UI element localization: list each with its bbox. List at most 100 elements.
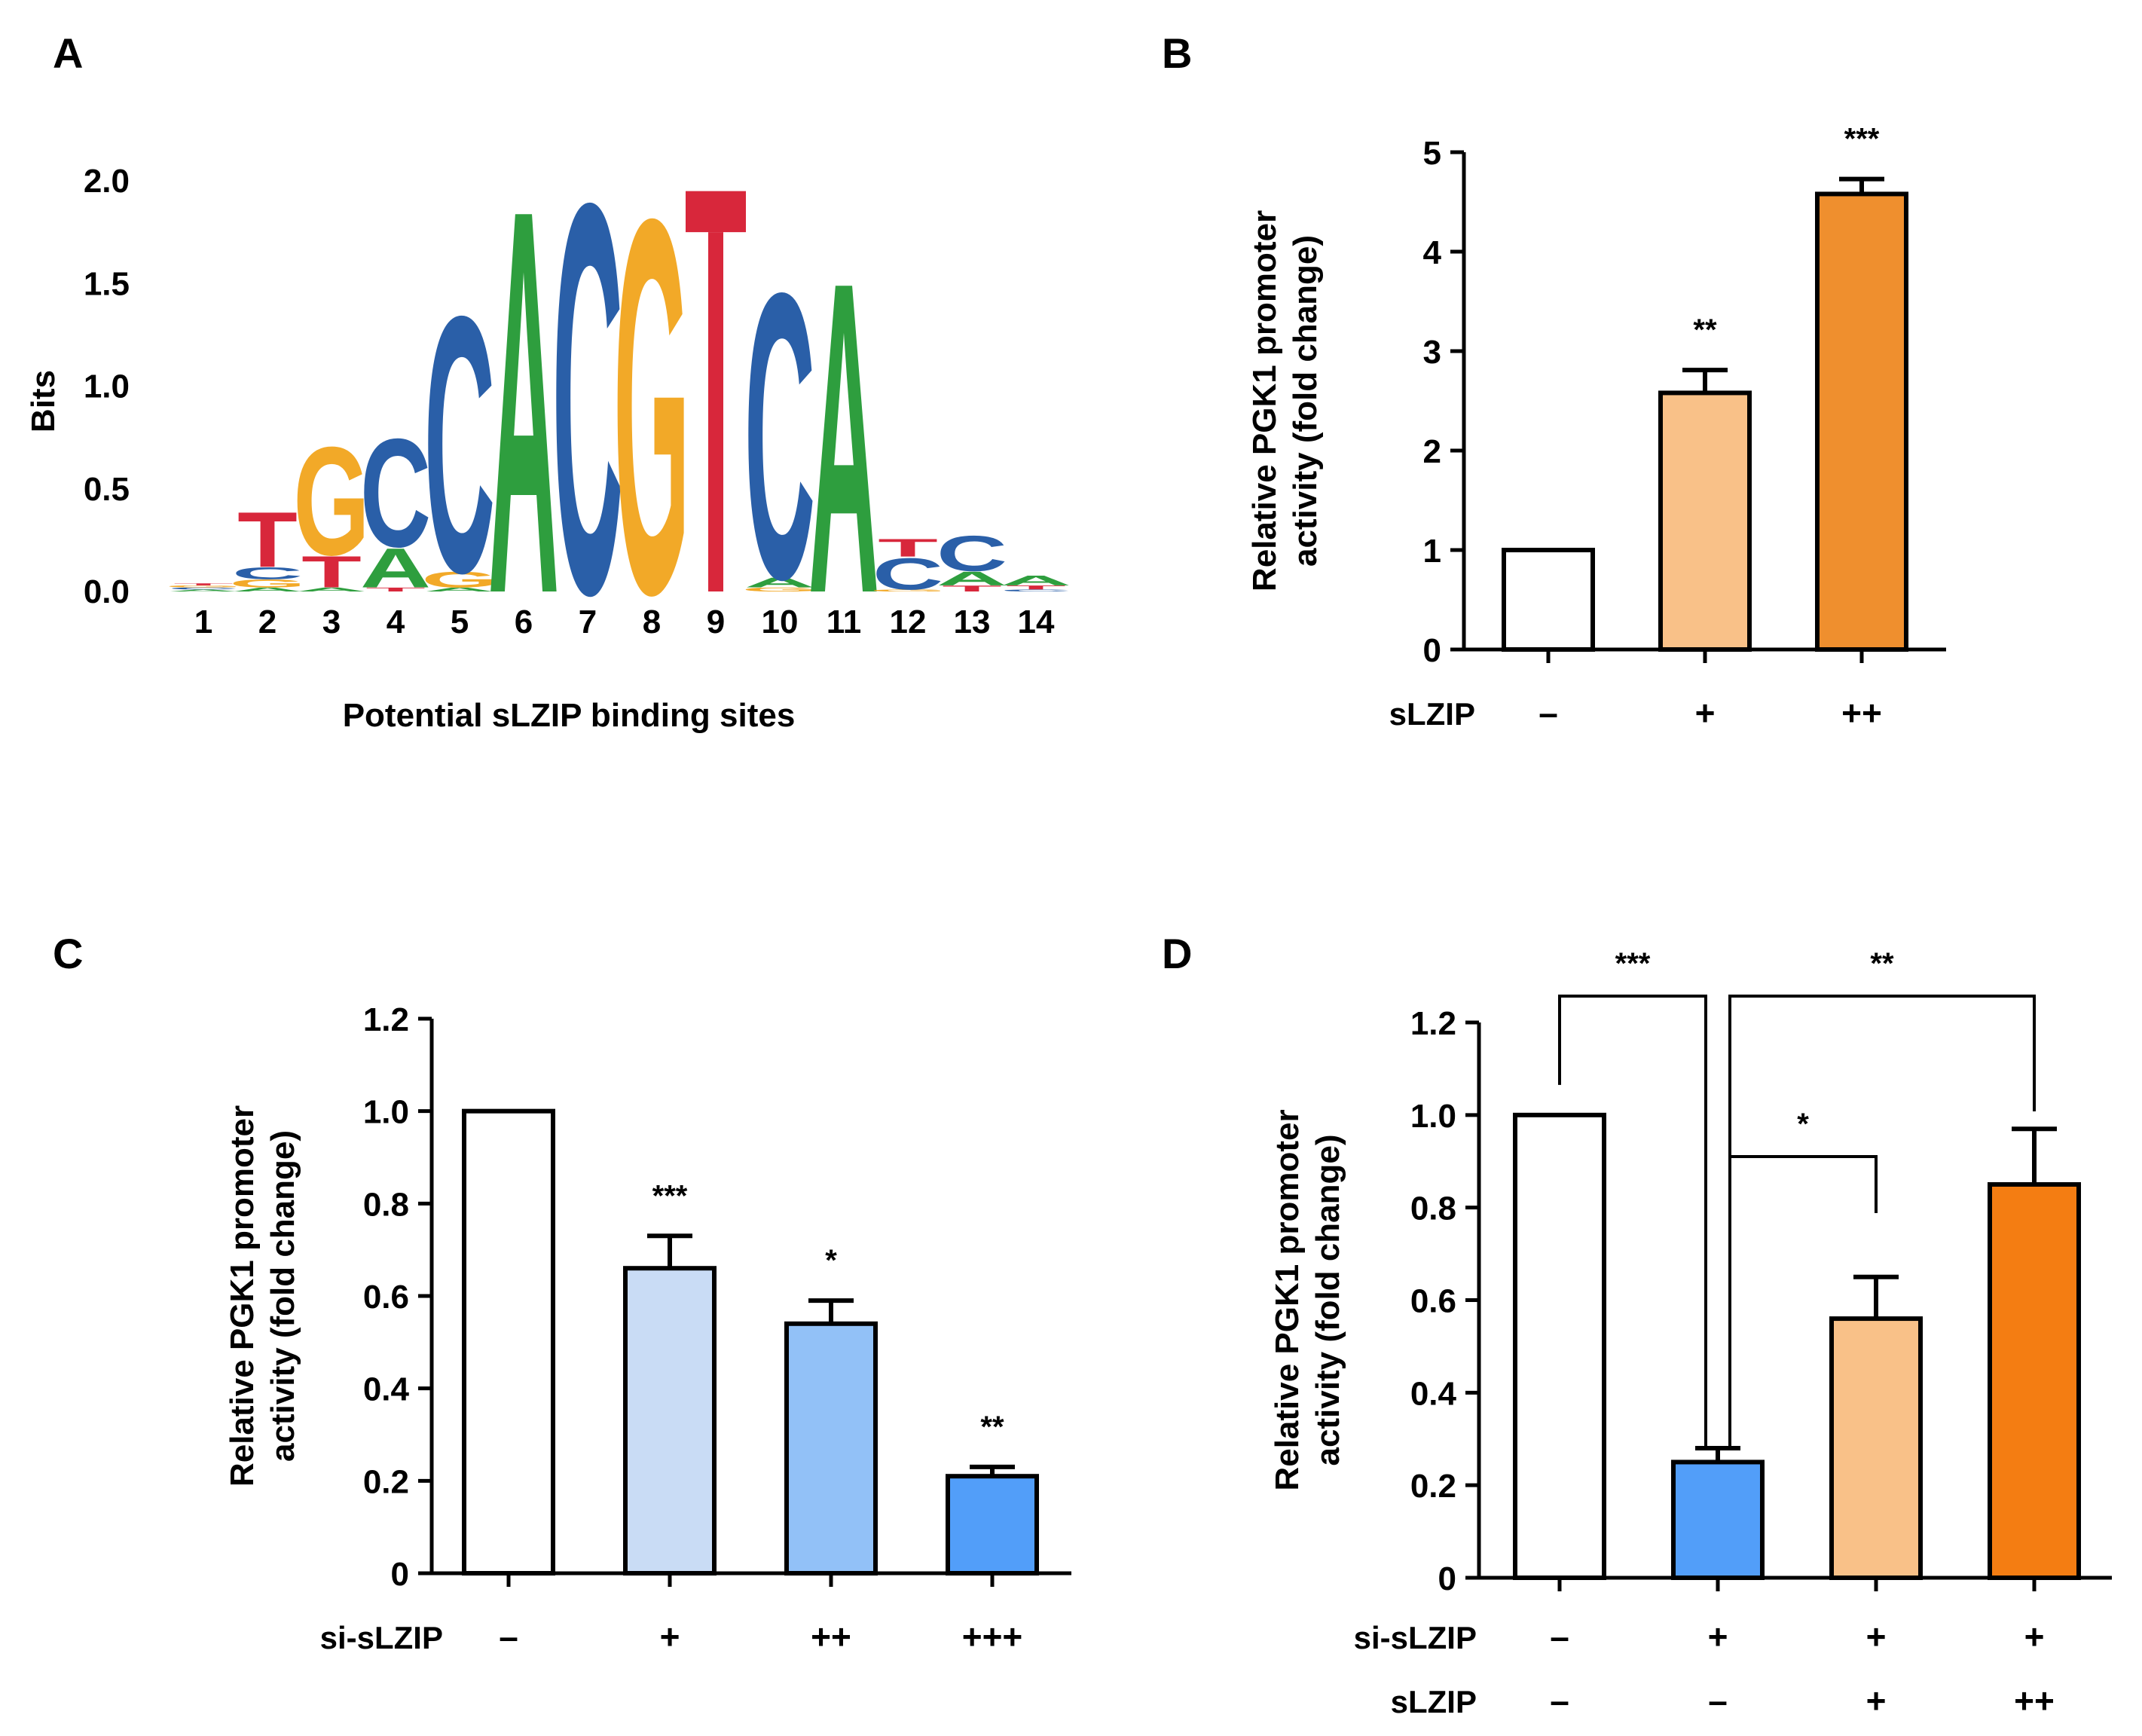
y-tick-label: 1.5	[84, 265, 130, 302]
y-axis-label-line-2: activity (fold change)	[264, 1130, 301, 1462]
y-tick-label: 0.2	[1410, 1468, 1456, 1505]
y-tick-label: 0.4	[1410, 1375, 1457, 1412]
condition-value: +	[1866, 1681, 1887, 1720]
y-tick-label: 5	[1423, 135, 1441, 172]
y-tick-label: 1.0	[1410, 1098, 1456, 1135]
logo-letter-C-pos14: C	[1001, 589, 1071, 592]
error-bar-3	[1853, 1274, 1899, 1319]
logo-letter-T-pos3: T	[301, 547, 362, 598]
significance-3: *	[825, 1244, 837, 1277]
condition-value: +	[1695, 693, 1716, 732]
condition-label: si-sLZIP	[320, 1620, 443, 1655]
condition-label: sLZIP	[1389, 696, 1475, 732]
panel-d: D 0 0.2 0.4 0.6 0.8 1.0 1.2 Relative PGK1 promot…	[1162, 930, 2112, 1720]
logo-letter-G-pos3: G	[293, 415, 369, 588]
logo-letter-C-pos2: C	[232, 564, 303, 582]
bar-3	[1829, 1316, 1923, 1580]
condition-value: –	[1550, 1681, 1569, 1720]
comparison-bracket-1	[1558, 995, 1707, 1447]
condition-label: sLZIP	[1391, 1684, 1477, 1719]
logo-letter-A-pos13: A	[937, 567, 1007, 589]
panel-b: B 0 1 2 3 4 5 Relative PGK1 promoter activity (f…	[1162, 29, 1946, 732]
panel-label-a: A	[53, 29, 83, 77]
y-tick-label: 0.2	[363, 1463, 409, 1500]
panel-a: A 0.0 0.5 1.0 1.5 2.0 Bits Potential sLZIP bind…	[25, 29, 1071, 734]
logo-letter-C-pos10: C	[744, 209, 815, 665]
y-axis-label-line-1: Relative PGK1 promoter	[1269, 1109, 1306, 1490]
bar-2	[623, 1266, 717, 1576]
significance-4: **	[980, 1410, 1004, 1444]
position-label-7: 7	[579, 604, 597, 640]
logo-letter-G-pos2: G	[229, 577, 305, 590]
condition-value: –	[1550, 1617, 1569, 1656]
position-label-13: 13	[954, 604, 991, 640]
logo-letter-A-pos4: A	[360, 536, 431, 600]
condition-value: +++	[962, 1617, 1023, 1656]
y-tick-label: 0.8	[1410, 1190, 1456, 1227]
error-bar-3	[1839, 176, 1884, 194]
logo-letter-G-pos10: G	[741, 586, 817, 592]
comparison-bracket-2	[1728, 995, 2036, 1447]
y-tick-label: 0.6	[363, 1279, 409, 1316]
error-bar-3	[808, 1298, 854, 1324]
logo-letter-A-pos1: A	[168, 589, 239, 592]
logo-letter-G-pos1: G	[165, 585, 241, 588]
logo-letter-A-pos14: A	[1001, 573, 1071, 588]
y-tick-label: 2.0	[84, 163, 130, 200]
y-tick-label: 0	[391, 1556, 409, 1593]
logo-letter-A-pos2: A	[232, 586, 303, 592]
y-tick-label: 1.0	[84, 368, 130, 405]
condition-value: ++	[811, 1617, 851, 1656]
condition-value: –	[1708, 1681, 1728, 1720]
y-tick-label: 0	[1423, 632, 1441, 669]
y-tick-label: 4	[1423, 234, 1442, 271]
logo-letter-C-pos12: C	[872, 549, 943, 600]
logo-letter-T-pos4: T	[365, 586, 426, 592]
position-label-9: 9	[707, 604, 725, 640]
position-label-5: 5	[451, 604, 469, 640]
condition-label: si-sLZIP	[1354, 1620, 1477, 1655]
y-tick-label: 1.0	[363, 1094, 409, 1131]
position-label-8: 8	[643, 604, 661, 640]
error-bar-4	[970, 1464, 1015, 1477]
comparison-label-1: ***	[1615, 947, 1651, 980]
logo-letter-G-pos5: G	[421, 567, 497, 592]
panel-label-d: D	[1162, 930, 1192, 977]
y-axis-label-line-1: Relative PGK1 promoter	[1246, 210, 1283, 591]
y-axis-label: Relative PGK1 promoter activity (fold cha…	[224, 1105, 301, 1487]
bar-1	[1502, 548, 1595, 652]
logo-letter-C-pos1: C	[168, 587, 239, 590]
comparison-label-2: **	[1870, 947, 1894, 980]
comparison-label-3: *	[1797, 1108, 1809, 1141]
logo-letter-G-pos8: G	[613, 108, 689, 706]
panel-label-c: C	[53, 930, 83, 977]
bar-4	[946, 1474, 1039, 1576]
panel-label-b: B	[1162, 29, 1192, 77]
logo-letter-T-pos13: T	[942, 584, 1002, 594]
condition-value: –	[499, 1617, 518, 1656]
bar-3	[784, 1321, 878, 1576]
logo-letter-A-pos5: A	[424, 586, 495, 592]
condition-value: –	[1539, 693, 1558, 732]
y-tick-label: 0.6	[1410, 1283, 1456, 1320]
y-tick-label: 0.4	[363, 1371, 410, 1408]
significance-3: ***	[1844, 123, 1880, 156]
logo-letter-T-pos14: T	[1006, 584, 1066, 590]
error-bar-2	[647, 1233, 692, 1269]
position-label-11: 11	[827, 604, 862, 640]
bar-2	[1671, 1459, 1765, 1581]
logo-letter-A-pos10: A	[744, 575, 815, 591]
significance-2: **	[1693, 313, 1717, 347]
y-tick-label: 1	[1423, 533, 1441, 570]
y-tick-label: 1.2	[1410, 1005, 1456, 1042]
logo-letter-C-pos13: C	[937, 525, 1007, 582]
y-axis-label: Relative PGK1 promoter activity (fold cha…	[1269, 1109, 1346, 1490]
y-tick-label: 1.2	[363, 1001, 409, 1038]
position-label-2: 2	[258, 604, 277, 640]
position-label-1: 1	[194, 604, 212, 640]
position-label-4: 4	[387, 604, 405, 640]
logo-letter-A-pos11: A	[808, 189, 879, 686]
y-tick-label: 2	[1423, 433, 1441, 470]
logo-letter-C-pos4: C	[360, 407, 431, 579]
error-bar-4	[2012, 1126, 2057, 1184]
